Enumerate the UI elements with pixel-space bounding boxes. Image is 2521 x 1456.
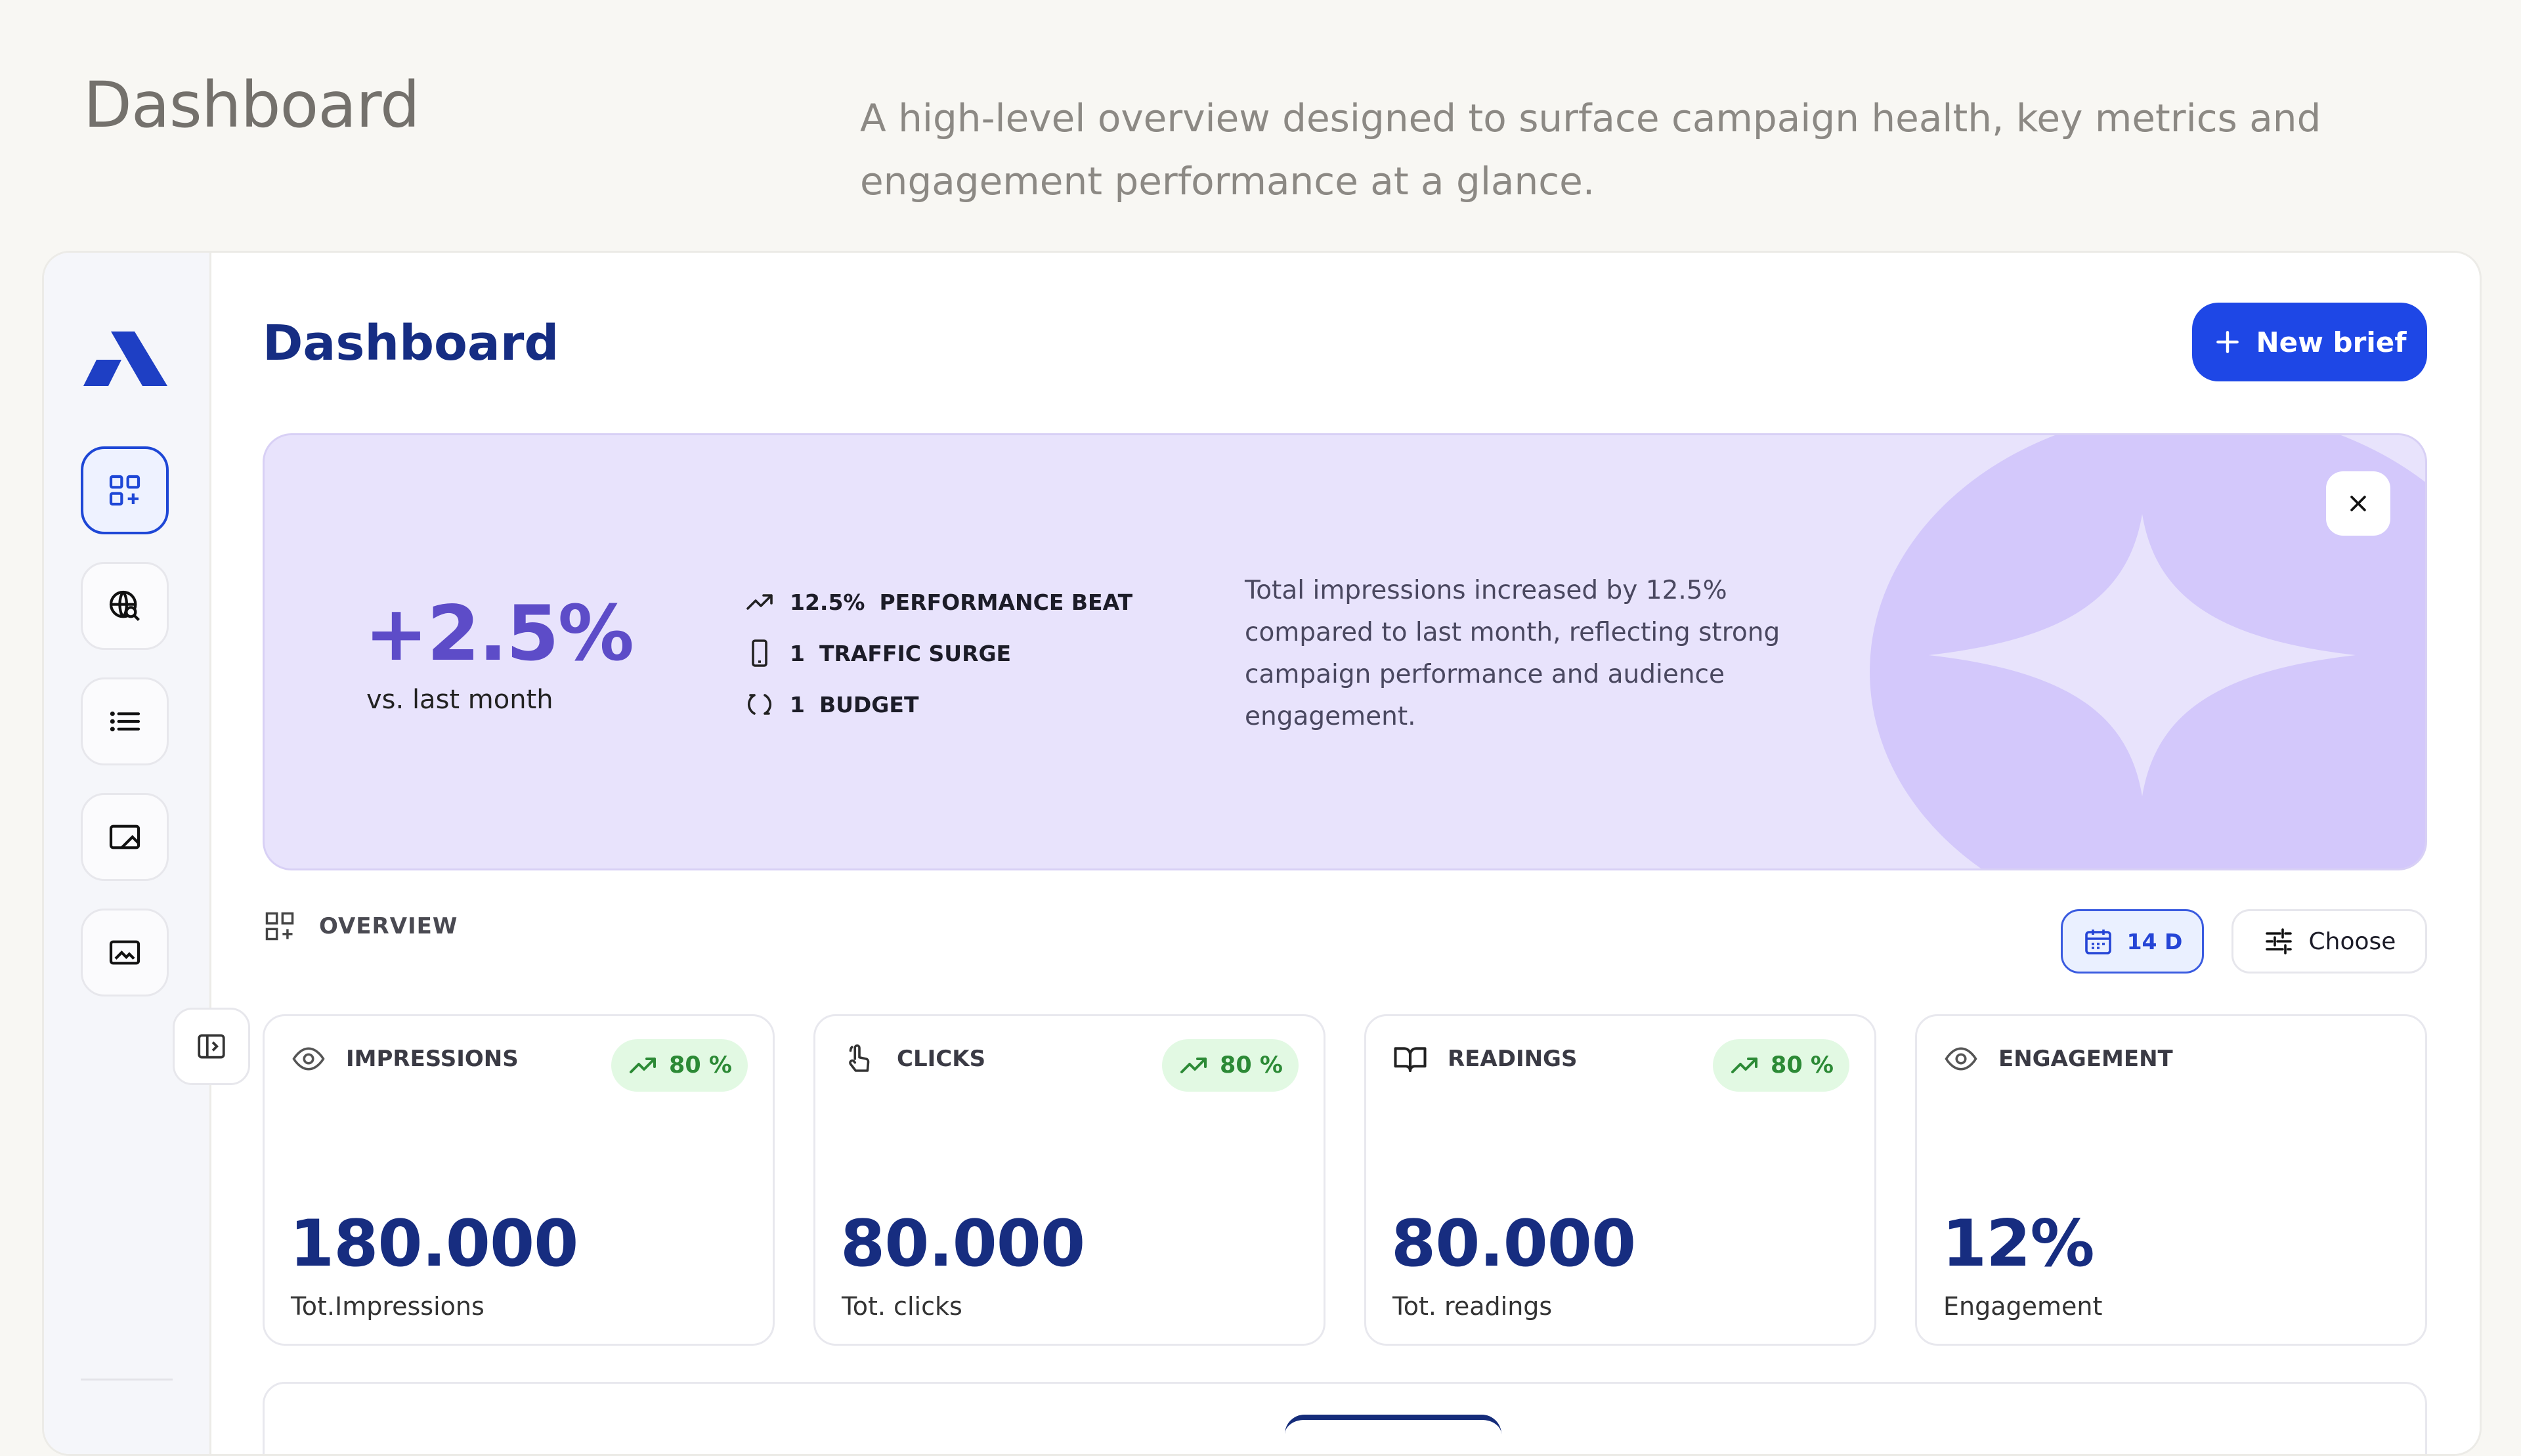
metric-caption: Tot. clicks (842, 1292, 962, 1321)
insight-banner: +2.5% vs. last month 12.5% PERFORMANCE B… (263, 433, 2427, 870)
stat-label: PERFORMANCE BEAT (879, 589, 1133, 615)
sidebar-collapse-button[interactable] (173, 1008, 250, 1085)
new-brief-button[interactable]: New brief (2192, 303, 2427, 381)
metric-title: CLICKS (897, 1046, 986, 1072)
choose-label: Choose (2308, 928, 2396, 955)
metric-card-engagement[interactable]: ENGAGEMENT 12% Engagement (1915, 1014, 2427, 1346)
metric-header: CLICKS (842, 1041, 985, 1077)
banner-description: Total impressions increased by 12.5% com… (1245, 576, 1780, 731)
sliders-icon (2265, 928, 2292, 954)
choose-filter-button[interactable]: Choose (2231, 909, 2427, 974)
growth-percentage: +2.5% (364, 589, 634, 678)
metric-title: ENGAGEMENT (1998, 1046, 2173, 1072)
sidebar-divider (81, 1379, 173, 1381)
refresh-icon (748, 694, 771, 715)
globe-search-icon (109, 590, 140, 621)
overview-grid-icon (265, 912, 294, 941)
overview-label: OVERVIEW (319, 913, 458, 939)
trend-up-icon (630, 1058, 657, 1073)
brand-logo[interactable] (83, 328, 169, 387)
banner-close-button[interactable] (2326, 471, 2390, 536)
sparkle-icon (1929, 514, 2356, 796)
trend-badge: 80 % (1162, 1039, 1299, 1092)
nav-dashboard-button[interactable] (81, 446, 169, 534)
stat-label: TRAFFIC SURGE (819, 640, 1012, 666)
metric-header: ENGAGEMENT (1943, 1041, 2173, 1077)
stat-traffic: 1 TRAFFIC SURGE (744, 637, 1011, 669)
book-open-icon (1394, 1047, 1427, 1073)
metric-value: 80.000 (1391, 1207, 1636, 1281)
metric-caption: Tot.Impressions (291, 1292, 485, 1321)
image-icon (109, 940, 140, 965)
overview-section-header: OVERVIEW (263, 909, 458, 943)
nav-explore-button[interactable] (81, 562, 169, 650)
metric-header: IMPRESSIONS (291, 1041, 519, 1077)
metric-caption: Engagement (1943, 1292, 2103, 1321)
trend-value: 80 % (669, 1052, 732, 1079)
trend-value: 80 % (1220, 1052, 1283, 1079)
page-subtitle: A high-level overview designed to surfac… (860, 96, 2321, 203)
plus-icon (2216, 331, 2239, 353)
date-range-label: 14 D (2126, 928, 2183, 954)
page-heading: Dashboard (83, 68, 420, 142)
metric-card-clicks[interactable]: CLICKS 80 % 80.000 Tot. clicks (813, 1014, 1325, 1346)
stat-value: 1 (790, 691, 805, 717)
sidebar-collapse-icon (198, 1034, 225, 1059)
nav-images-button[interactable] (81, 909, 169, 996)
metric-header: READINGS (1392, 1041, 1577, 1077)
trend-up-icon (1180, 1058, 1207, 1073)
metric-value: 180.000 (290, 1207, 578, 1281)
metric-caption: Tot. readings (1392, 1292, 1553, 1321)
media-icon (109, 824, 140, 849)
trend-up-icon (746, 594, 773, 610)
app-window: Dashboard New brief +2.5% vs. last month… (42, 251, 2482, 1456)
stat-value: 12.5% (790, 589, 865, 615)
metric-card-readings[interactable]: READINGS 80 % 80.000 Tot. readings (1364, 1014, 1876, 1346)
active-tab-indicator[interactable] (1285, 1415, 1501, 1454)
metric-card-impressions[interactable]: IMPRESSIONS 80 % 180.000 Tot.Impressions (263, 1014, 775, 1346)
metric-value: 80.000 (840, 1207, 1085, 1281)
trend-up-icon (1731, 1058, 1758, 1073)
phone-icon (752, 639, 767, 667)
metric-title: IMPRESSIONS (346, 1046, 519, 1072)
growth-caption: vs. last month (366, 685, 553, 715)
close-icon (2350, 496, 2366, 511)
eye-icon (1945, 1047, 1977, 1071)
nav-media-button[interactable] (81, 793, 169, 881)
metric-title: READINGS (1448, 1046, 1578, 1072)
eye-icon (292, 1047, 325, 1071)
page-title: Dashboard (263, 315, 559, 372)
stat-budget: 1 BUDGET (744, 689, 918, 720)
dashboard-grid-icon (109, 475, 140, 506)
date-range-chip[interactable]: 14 D (2061, 909, 2204, 974)
list-icon (110, 711, 140, 732)
trend-badge: 80 % (611, 1039, 748, 1092)
trend-value: 80 % (1771, 1052, 1834, 1079)
trend-badge: 80 % (1713, 1039, 1849, 1092)
sidebar (44, 253, 211, 1454)
new-brief-label: New brief (2256, 326, 2407, 358)
stat-value: 1 (790, 640, 805, 666)
pointer-click-icon (849, 1044, 870, 1072)
stat-label: BUDGET (819, 691, 919, 717)
stat-performance: 12.5% PERFORMANCE BEAT (744, 586, 1132, 618)
calendar-icon (2084, 930, 2111, 954)
metric-value: 12% (1942, 1207, 2095, 1281)
nav-list-button[interactable] (81, 677, 169, 765)
